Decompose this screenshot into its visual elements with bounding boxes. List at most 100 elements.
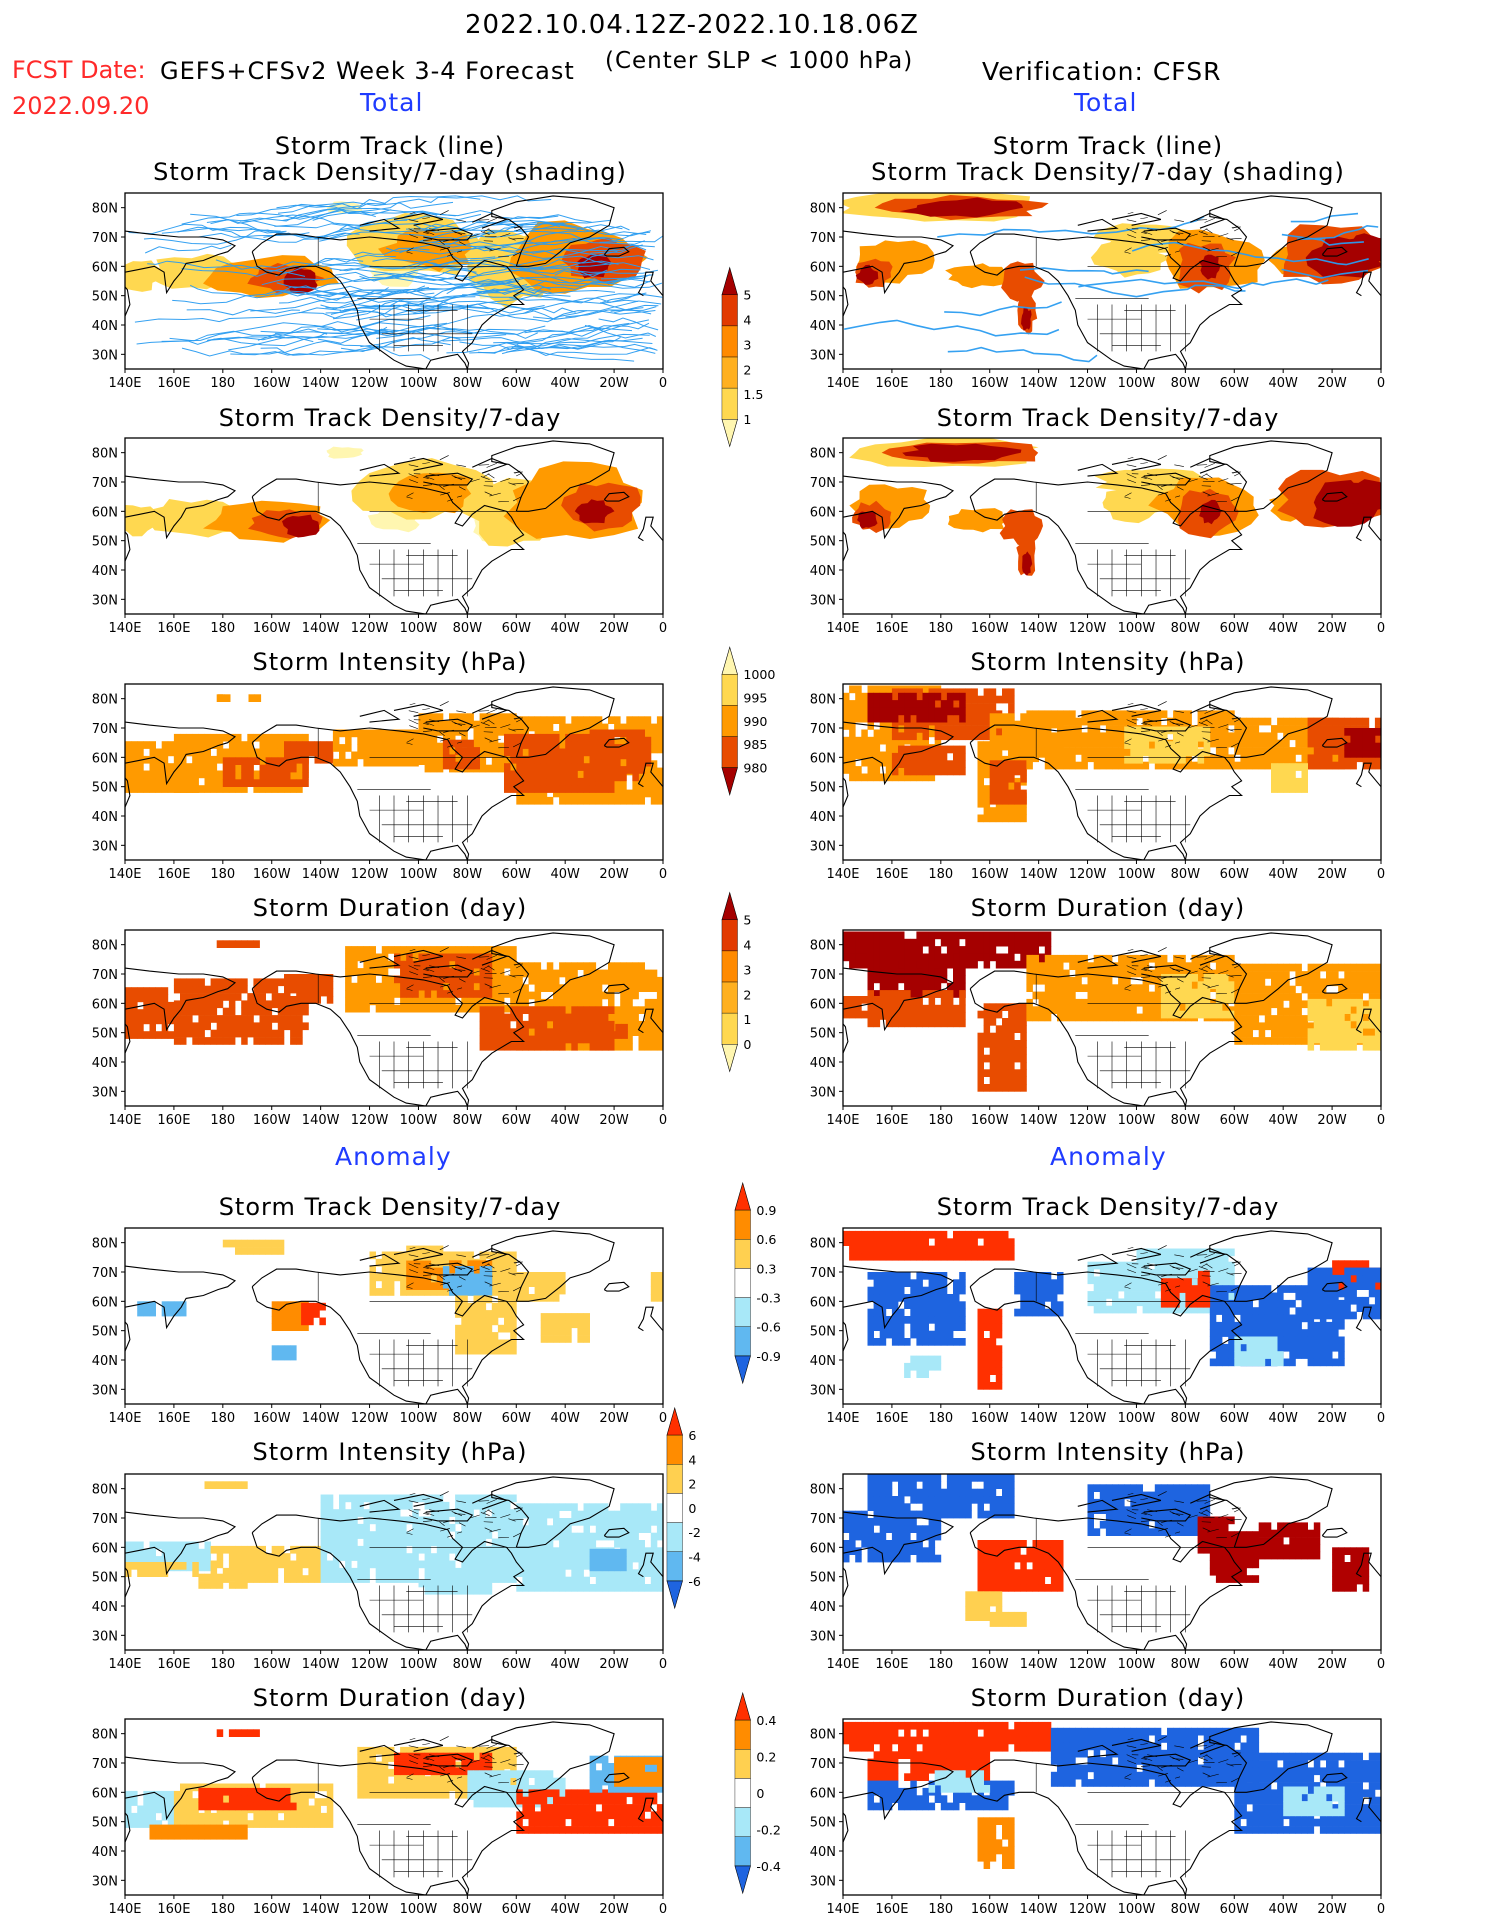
lon-tick-label: 80W — [453, 1411, 483, 1426]
lon-tick-label: 160W — [253, 1902, 291, 1917]
lon-tick-label: 0 — [1377, 867, 1385, 882]
lon-tick-label: 20W — [599, 1113, 629, 1128]
coastlines — [125, 195, 663, 369]
lat-tick-label: 50N — [92, 1816, 118, 1831]
coastlines — [843, 932, 1381, 1106]
lon-tick-label: 100W — [400, 867, 438, 882]
lon-tick-label: 20W — [1317, 621, 1347, 636]
colorbar-tick-label: 0 — [756, 1786, 764, 1801]
colorbar: 0.9 0.6 0.3 -0.3 -0.6 -0.9 — [733, 1180, 803, 1388]
lat-tick-label: 40N — [92, 1056, 118, 1071]
colorbar-tick-label: 6 — [688, 1428, 696, 1443]
lon-tick-label: 160E — [875, 867, 908, 882]
lon-tick-label: 140E — [108, 1657, 141, 1672]
lon-tick-label: 120W — [1069, 1902, 1107, 1917]
lon-tick-label: 80W — [1171, 621, 1201, 636]
lat-tick-label: 80N — [92, 1483, 118, 1498]
lat-tick-label: 40N — [92, 564, 118, 579]
lon-tick-label: 20W — [1317, 1657, 1347, 1672]
lat-tick-label: 60N — [810, 260, 836, 275]
colorbar-tick-label: 1 — [743, 1012, 751, 1027]
lon-tick-label: 180 — [928, 1657, 953, 1672]
lon-tick-label: 180 — [928, 376, 953, 391]
lon-tick-label: 40W — [550, 376, 580, 391]
lon-tick-label: 60W — [502, 621, 532, 636]
lat-tick-label: 30N — [810, 1874, 836, 1889]
lon-tick-label: 80W — [1171, 1113, 1201, 1128]
lon-tick-label: 160E — [157, 1657, 190, 1672]
lon-tick-label: 180 — [928, 1902, 953, 1917]
colorbar-swatches — [734, 1691, 751, 1895]
lon-tick-label: 80W — [1171, 1657, 1201, 1672]
lat-tick-label: 70N — [92, 231, 118, 246]
lon-tick-label: 140E — [826, 867, 859, 882]
colorbar-swatches — [721, 646, 738, 796]
lon-tick-label: 120W — [351, 621, 389, 636]
map-panel: 140E 160E 180 160W 140W 120W 100W 80W 60W 40W 20W 0… — [92, 1473, 667, 1672]
coastlines — [125, 440, 663, 614]
colorbar-tick-label: 995 — [743, 691, 767, 706]
title-intensity-right: Storm Intensity (hPa) — [970, 648, 1246, 676]
lat-tick-label: 40N — [92, 810, 118, 825]
lon-tick-label: 20W — [1317, 1411, 1347, 1426]
title-density-anom-right: Storm Track Density/7-day — [936, 1193, 1280, 1221]
lat-tick-label: 70N — [92, 1757, 118, 1772]
lon-tick-label: 160W — [971, 1657, 1009, 1672]
map-panel: 140E 160E 180 160W 140W 120W 100W 80W 60W 40W 20W 0… — [810, 1227, 1385, 1426]
lat-tick-label: 80N — [92, 1728, 118, 1743]
colorbar: 6 4 2 0 -2 -4 -6 — [665, 1405, 735, 1613]
lat-tick-label: 40N — [92, 319, 118, 334]
lat-tick-label: 40N — [810, 319, 836, 334]
lon-tick-label: 180 — [210, 1902, 235, 1917]
title-duration-right: Storm Duration (day) — [970, 894, 1246, 922]
lat-tick-label: 70N — [810, 231, 836, 246]
lat-tick-label: 70N — [92, 968, 118, 983]
lon-tick-label: 0 — [1377, 1657, 1385, 1672]
lat-tick-label: 60N — [92, 1295, 118, 1310]
title-duration-anom-left: Storm Duration (day) — [252, 1684, 528, 1712]
lon-tick-label: 40W — [550, 1657, 580, 1672]
field-shading — [849, 438, 1381, 576]
lon-tick-label: 0 — [659, 376, 667, 391]
lat-tick-label: 80N — [810, 939, 836, 954]
lon-tick-label: 120W — [351, 1902, 389, 1917]
lon-tick-label: 180 — [210, 376, 235, 391]
colorbar-tick-label: -2 — [688, 1525, 701, 1540]
lon-tick-label: 160W — [253, 1657, 291, 1672]
lon-tick-label: 140W — [1020, 621, 1058, 636]
title-density-anom-left: Storm Track Density/7-day — [218, 1193, 562, 1221]
map-panel: 140E 160E 180 160W 140W 120W 100W 80W 60W 40W 20W 0… — [810, 1473, 1385, 1672]
colorbar-swatches — [721, 266, 738, 448]
lat-tick-label: 40N — [810, 810, 836, 825]
lat-tick-label: 70N — [92, 1266, 118, 1281]
lon-tick-label: 140W — [302, 1113, 340, 1128]
section-total-left: Total — [360, 88, 424, 117]
lon-tick-label: 20W — [599, 1902, 629, 1917]
period-title: 2022.10.04.12Z-2022.10.18.06Z — [465, 10, 919, 40]
lat-tick-label: 30N — [92, 1874, 118, 1889]
field-shading — [843, 685, 1381, 823]
lat-tick-label: 40N — [810, 564, 836, 579]
lon-tick-label: 100W — [1118, 1902, 1156, 1917]
map-frame — [842, 1473, 1382, 1651]
lat-tick-label: 80N — [92, 447, 118, 462]
map-frame — [124, 192, 664, 370]
lon-tick-label: 20W — [599, 1657, 629, 1672]
lon-tick-label: 40W — [1268, 1657, 1298, 1672]
colorbar-tick-label: 0.9 — [756, 1203, 776, 1218]
lon-tick-label: 140E — [826, 1411, 859, 1426]
lon-tick-label: 140E — [108, 376, 141, 391]
lat-tick-label: 40N — [810, 1845, 836, 1860]
lon-tick-label: 140W — [1020, 1657, 1058, 1672]
lon-tick-label: 40W — [1268, 1902, 1298, 1917]
lon-tick-label: 160E — [875, 1902, 908, 1917]
colorbar-tick-label: -0.4 — [756, 1859, 781, 1874]
lon-tick-label: 40W — [550, 1902, 580, 1917]
lon-tick-label: 140W — [1020, 1113, 1058, 1128]
coastlines — [125, 686, 663, 860]
lon-tick-label: 140W — [1020, 1902, 1058, 1917]
lon-tick-label: 120W — [1069, 1657, 1107, 1672]
lon-tick-label: 100W — [400, 621, 438, 636]
title-intensity-left: Storm Intensity (hPa) — [252, 648, 528, 676]
map-frame — [124, 1473, 664, 1651]
